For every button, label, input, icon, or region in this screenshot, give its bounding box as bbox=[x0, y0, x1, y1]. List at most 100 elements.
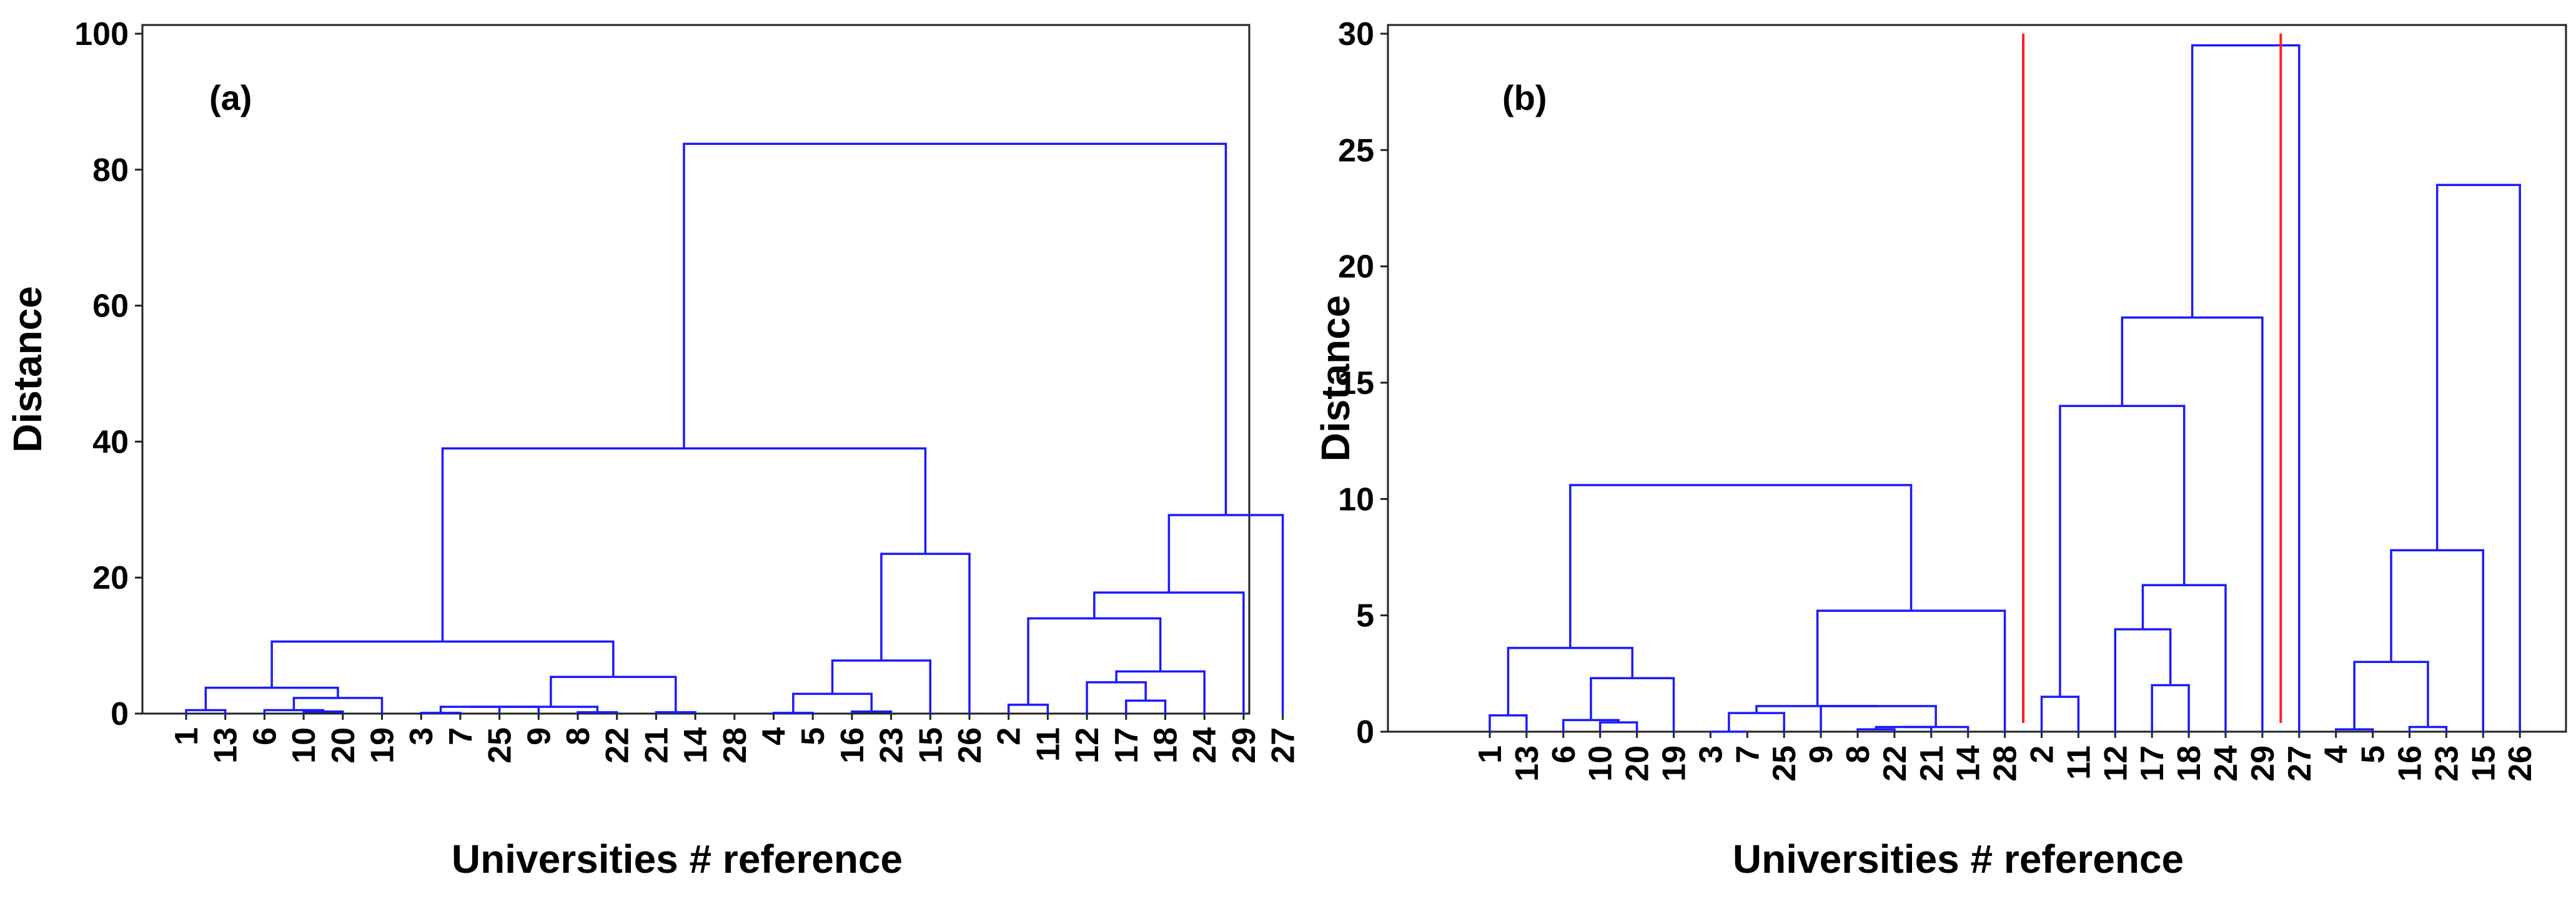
panel-a-leaf-label: 21 bbox=[638, 727, 675, 764]
panel-b-leaf-label: 20 bbox=[1620, 745, 1656, 782]
panel-b-dendrogram-link bbox=[2191, 44, 2301, 732]
panel-a-leaf-label: 24 bbox=[1187, 727, 1223, 764]
panel-a-leaf-label: 19 bbox=[365, 727, 401, 764]
panel-a-y-tick-label: 20 bbox=[92, 560, 129, 596]
panel-a-y-tick-label: 0 bbox=[111, 696, 129, 732]
panel-b-dendrogram-link bbox=[2040, 695, 2080, 732]
panel-a-leaf-label: 28 bbox=[717, 727, 753, 764]
panel-b-dendrogram-link bbox=[2151, 684, 2190, 732]
panel-b-dendrogram-link bbox=[1489, 714, 1528, 732]
panel-a-leaf-label: 22 bbox=[600, 727, 636, 764]
panel-a-dendrogram-link bbox=[420, 712, 462, 714]
panel-a-dendrogram-link bbox=[1167, 514, 1284, 714]
panel-a-leaf-label: 27 bbox=[1266, 727, 1302, 764]
panel-a-dendrogram-link bbox=[792, 692, 873, 713]
panel-b-dendrogram-link bbox=[2353, 661, 2429, 730]
panel-b-leaf-label: 27 bbox=[2282, 745, 2318, 782]
panel-b-dendrogram-link bbox=[2121, 316, 2264, 732]
panel-a-dendrogram-link bbox=[204, 686, 339, 710]
panel-a-x-axis-title: Universities # reference bbox=[452, 837, 903, 882]
panel-b-y-tick-label: 25 bbox=[1338, 132, 1374, 169]
panel-a-leaf-label: 18 bbox=[1148, 727, 1184, 764]
panel-b-dendrogram-link bbox=[1569, 484, 1913, 648]
panel-b-dendrogram-link bbox=[1598, 721, 1638, 732]
panel-a-dendrogram-link bbox=[1125, 699, 1167, 714]
panel-a-leaf-label: 17 bbox=[1109, 727, 1145, 764]
panel-b-y-tick-label: 20 bbox=[1338, 249, 1374, 285]
panel-a-dendrogram-link bbox=[1007, 704, 1049, 714]
panel-a-plot-frame bbox=[141, 24, 1251, 715]
panel-b-leaf-label: 11 bbox=[2061, 745, 2097, 780]
panel-a-dendrogram-link bbox=[1093, 591, 1245, 714]
panel-b-dendrogram-link bbox=[2408, 725, 2448, 732]
panel-b-leaf-label: 10 bbox=[1583, 745, 1619, 782]
panel-a-y-axis-title: Distance bbox=[5, 286, 50, 453]
panel-b-leaf-label: 2 bbox=[2024, 745, 2061, 764]
panel-b-leaf-label: 3 bbox=[1693, 745, 1729, 764]
panel-a-leaf-label: 16 bbox=[835, 727, 871, 764]
panel-b-dendrogram-link bbox=[2141, 584, 2227, 732]
panel-a-y-tick-label: 80 bbox=[92, 152, 129, 189]
panel-b-dendrogram-link bbox=[1816, 609, 2006, 732]
panel-b-leaf-label: 25 bbox=[1766, 745, 1803, 782]
panel-a-dendrogram-link bbox=[880, 553, 971, 714]
panel-a-dendrogram-link bbox=[1115, 670, 1206, 714]
panel-b-leaf-label: 26 bbox=[2502, 745, 2539, 782]
panel-a-leaf-label: 10 bbox=[286, 727, 322, 764]
panel-b-leaf-label: 23 bbox=[2429, 745, 2465, 782]
panel-a-y-tick-label: 100 bbox=[74, 16, 129, 52]
panel-b-leaf-label: 7 bbox=[1730, 745, 1766, 764]
panel-a-leaf-label: 11 bbox=[1030, 727, 1066, 762]
panel-a-leaf-label: 9 bbox=[521, 727, 557, 745]
panel-b-plot-frame bbox=[1387, 24, 2567, 733]
panel-b-leaf-label: 24 bbox=[2208, 745, 2244, 782]
panel-b-leaf-label: 8 bbox=[1840, 745, 1876, 764]
panel-b-leaf-label: 16 bbox=[2392, 745, 2429, 782]
panel-b-dendrogram-link bbox=[2435, 184, 2521, 732]
panel-a-y-tick-label: 40 bbox=[92, 424, 129, 460]
panel-a-dendrogram-link bbox=[1086, 681, 1147, 714]
panel-a-dendrogram-link bbox=[270, 640, 615, 688]
panel-b-y-tick-label: 30 bbox=[1338, 16, 1374, 52]
panel-a-leaf-label: 4 bbox=[756, 727, 793, 745]
panel-a-dendrogram-link bbox=[504, 705, 599, 712]
panel-b-dendrogram-link bbox=[2390, 549, 2485, 732]
panel-b-dendrogram-link bbox=[1562, 719, 1620, 732]
panel-b-y-axis-title: Distance bbox=[1313, 295, 1358, 462]
panel-b-leaf-label: 6 bbox=[1546, 745, 1582, 764]
panel-b-leaf-label: 29 bbox=[2245, 745, 2281, 782]
panel-a-leaf-label: 20 bbox=[325, 727, 362, 764]
panel-a-leaf-label: 1 bbox=[169, 727, 205, 745]
panel-a-dendrogram-link bbox=[185, 709, 227, 714]
panel-b-leaf-label: 14 bbox=[1951, 745, 1987, 782]
panel-a-leaf-label: 13 bbox=[208, 727, 244, 764]
panel-b-y-tick-label: 0 bbox=[1356, 714, 1374, 750]
panel-b-dendrogram-link bbox=[1507, 647, 1633, 715]
panel-a-leaf-label: 29 bbox=[1226, 727, 1262, 764]
panel-a-leaf-label: 23 bbox=[874, 727, 910, 764]
panel-a-leaf-label: 12 bbox=[1069, 727, 1106, 764]
panel-b-leaf-label: 22 bbox=[1877, 745, 1913, 782]
panel-b-x-axis-title: Universities # reference bbox=[1733, 837, 2184, 882]
panel-b-dendrogram-link bbox=[1755, 705, 1879, 714]
panel-a-leaf-label: 7 bbox=[443, 727, 479, 745]
panel-b-leaf-label: 12 bbox=[2098, 745, 2134, 782]
panel-a-leaf-label: 14 bbox=[678, 727, 714, 764]
panel-a-dendrogram-link bbox=[772, 712, 814, 714]
panel-b-leaf-label: 21 bbox=[1914, 745, 1950, 782]
panel-a-dendrogram-link bbox=[831, 659, 932, 714]
panel-b-dendrogram-link bbox=[1590, 677, 1675, 732]
panel-a-y-tick-label: 60 bbox=[92, 288, 129, 325]
panel-b-leaf-label: 1 bbox=[1472, 745, 1508, 764]
panel-b-leaf-label: 28 bbox=[1988, 745, 2024, 782]
panel-a-leaf-label: 25 bbox=[482, 727, 518, 764]
panel-a-dendrogram-link bbox=[683, 142, 1227, 516]
panel-b-leaf-label: 19 bbox=[1657, 745, 1693, 782]
panel-b-dendrogram-link bbox=[2059, 405, 2186, 697]
panel-a-leaf-label: 6 bbox=[247, 727, 283, 745]
panel-b-dendrogram-link bbox=[2114, 628, 2172, 732]
panel-b-y-tick-label: 5 bbox=[1356, 598, 1374, 634]
panel-b-y-tick-label: 10 bbox=[1338, 481, 1374, 518]
panel-a-dendrogram-link bbox=[1027, 617, 1162, 705]
